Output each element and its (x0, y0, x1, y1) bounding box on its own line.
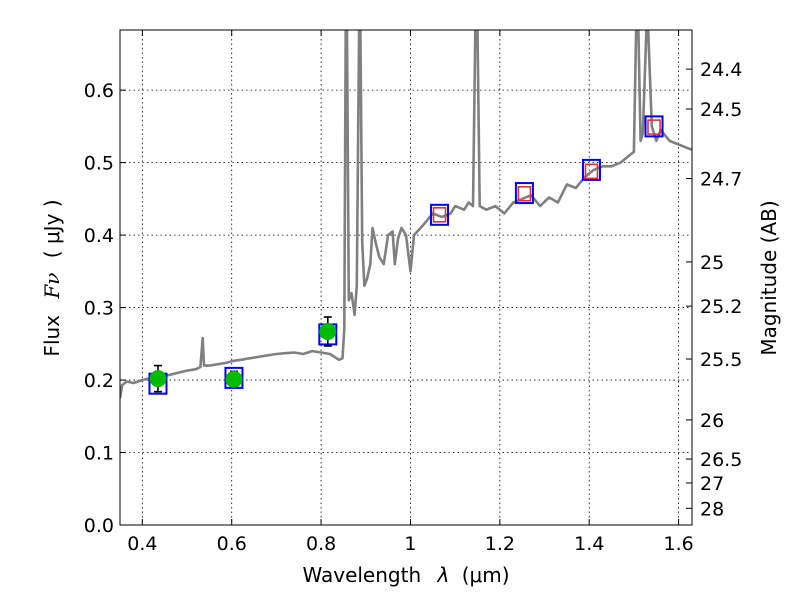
y-tick-label: 0.6 (84, 80, 114, 102)
y-tick-label: 0.0 (84, 515, 114, 537)
y-tick-label: 0.2 (84, 370, 114, 392)
x-axis-label-prefix: Wavelength (302, 563, 421, 587)
observed-nir-point (647, 119, 661, 135)
y2-tick-label: 24.7 (700, 169, 742, 191)
svg-text:Flux Fν ( μJy ): Flux Fν ( μJy ) (40, 199, 64, 356)
y2-axis-label: Magnitude (AB) (757, 200, 781, 355)
y-axis-label-symbol: Fν (40, 273, 64, 300)
y2-tick-label: 25.5 (700, 349, 742, 371)
y2-tick-label: 28 (700, 498, 724, 520)
y-axis-label-unit: ( μJy ) (40, 199, 64, 258)
x-axis-label-unit: (μm) (462, 563, 510, 587)
y2-tick-label: 26.5 (700, 449, 742, 471)
y2-tick-label: 24.5 (700, 99, 742, 121)
observed-optical-point (149, 370, 167, 388)
observed-nir-point (517, 185, 532, 202)
observed-nir-point (584, 163, 599, 180)
x-tick-label: 0.8 (306, 533, 336, 555)
x-tick-label: 1.4 (574, 533, 604, 555)
x-tick-label: 1 (404, 533, 416, 555)
plot-area (120, 30, 692, 399)
observed-optical-point (225, 370, 243, 388)
observed-nir-point (432, 207, 447, 223)
y-tick-label: 0.5 (84, 153, 114, 175)
x-tick-label: 1.2 (485, 533, 515, 555)
y2-tick-label: 27 (700, 473, 724, 495)
model-photometry-box (644, 115, 664, 138)
x-axis-label: Wavelength λ (μm) (302, 563, 509, 587)
y-axis-label: Flux Fν ( μJy ) (40, 199, 64, 356)
y2-tick-label: 24.4 (700, 59, 742, 81)
y-tick-label: 0.1 (84, 443, 114, 465)
y2-tick-label: 26 (700, 410, 724, 432)
spectrum-line (120, 30, 692, 399)
model-photometry-box (581, 158, 601, 181)
grid-lines (120, 30, 692, 525)
y-axis-label-prefix: Flux (40, 315, 64, 357)
observed-optical-point (319, 322, 337, 340)
y2-tick-label: 25 (700, 252, 724, 274)
x-tick-label: 1.6 (663, 533, 693, 555)
model-photometry-box (514, 182, 534, 205)
y-tick-label: 0.4 (84, 225, 114, 247)
axes-frame (119, 29, 693, 526)
x-axis-label-symbol: λ (437, 563, 450, 587)
model-photometry-box (430, 203, 450, 226)
x-tick-label: 0.6 (217, 533, 247, 555)
y-tick-label: 0.3 (84, 298, 114, 320)
x-tick-label: 0.4 (127, 533, 157, 555)
svg-text:Wavelength λ (μm): Wavelength λ (μm) (302, 563, 509, 587)
tick-marks (120, 30, 692, 526)
y2-tick-label: 25.2 (700, 296, 742, 318)
